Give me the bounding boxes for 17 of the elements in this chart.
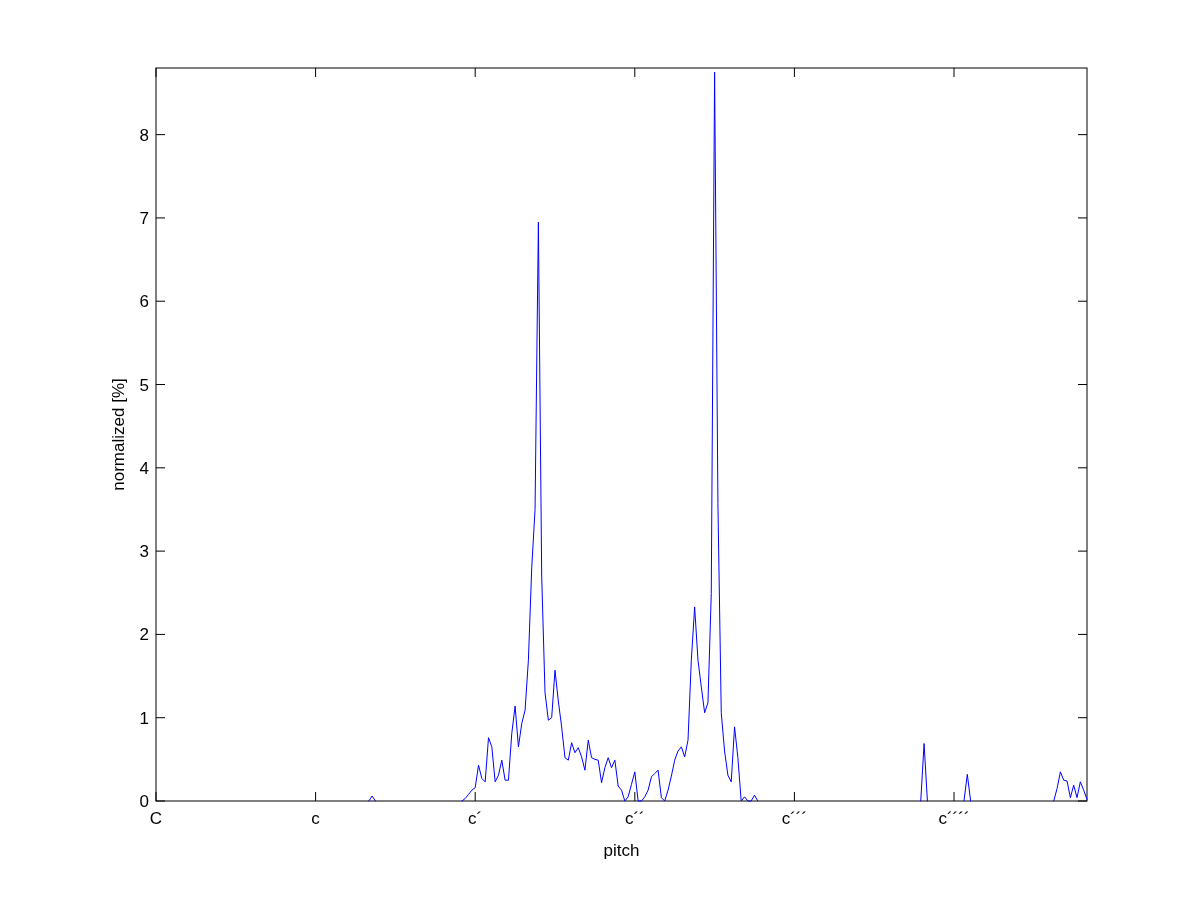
y-tick-label: 8 [139, 125, 149, 145]
y-tick-label: 0 [139, 792, 149, 811]
y-axis-title: normalized [%] [109, 378, 128, 491]
x-tick-label: c [311, 809, 321, 828]
y-tick-label: 5 [139, 375, 149, 395]
y-tick-label: 6 [139, 292, 149, 312]
y-tick-label: 2 [139, 625, 149, 645]
x-tick-label: c´´´´ [938, 809, 970, 828]
x-tick-label: c´ [468, 809, 483, 828]
x-tick-label: C [149, 809, 163, 828]
y-tick-label: 4 [139, 458, 149, 478]
x-tick-label: c´´ [624, 809, 645, 828]
y-tick-label: 3 [139, 542, 149, 562]
y-tick-label: 7 [139, 208, 149, 228]
y-tick-label: 1 [139, 708, 149, 728]
x-axis-title: pitch [603, 841, 640, 860]
x-tick-label: c´´´ [781, 809, 808, 828]
